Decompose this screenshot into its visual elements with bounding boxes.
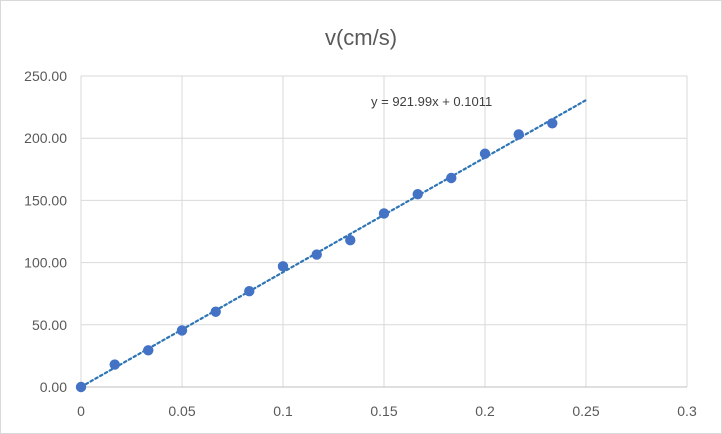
data-point: [143, 345, 154, 356]
y-tick-label: 250.00: [24, 68, 67, 84]
trendline: [79, 99, 588, 388]
chart-title: v(cm/s): [325, 25, 397, 50]
grid-lines: [81, 75, 688, 387]
x-tick-label: 0.1: [273, 403, 293, 419]
axis-lines: [80, 76, 687, 388]
data-point: [176, 325, 188, 336]
y-tick-label: 50.00: [32, 317, 67, 333]
x-tick-label: 0.3: [677, 403, 697, 419]
x-tick-label: 0.2: [475, 403, 495, 419]
data-points: [75, 118, 558, 393]
data-point: [109, 359, 120, 370]
data-point: [210, 306, 221, 317]
data-point: [412, 188, 423, 200]
data-point: [277, 261, 289, 272]
data-point: [345, 235, 356, 246]
data-point: [446, 172, 457, 184]
y-tick-label: 200.00: [24, 130, 67, 146]
data-point: [547, 118, 558, 129]
y-tick-label: 100.00: [24, 255, 67, 271]
x-tick-label: 0.15: [370, 403, 397, 419]
x-tick-label: 0.05: [168, 403, 195, 419]
x-axis-tick-labels: 0 0.05 0.1 0.15 0.2 0.25 0.3: [77, 403, 697, 419]
y-tick-label: 150.00: [24, 192, 67, 208]
data-point: [311, 249, 322, 260]
trendline-equation: y = 921.99x + 0.1011: [371, 94, 492, 109]
x-tick-label: 0.25: [572, 403, 599, 419]
data-point: [513, 129, 524, 140]
data-point: [244, 286, 255, 297]
y-axis-tick-labels: 0.00 50.00 100.00 150.00 200.00 250.00: [24, 68, 67, 395]
data-point: [378, 208, 390, 219]
data-point: [75, 381, 87, 393]
data-point: [479, 148, 491, 159]
x-tick-label: 0: [77, 403, 85, 419]
y-tick-label: 0.00: [40, 379, 67, 395]
trendline-group: [79, 99, 588, 388]
